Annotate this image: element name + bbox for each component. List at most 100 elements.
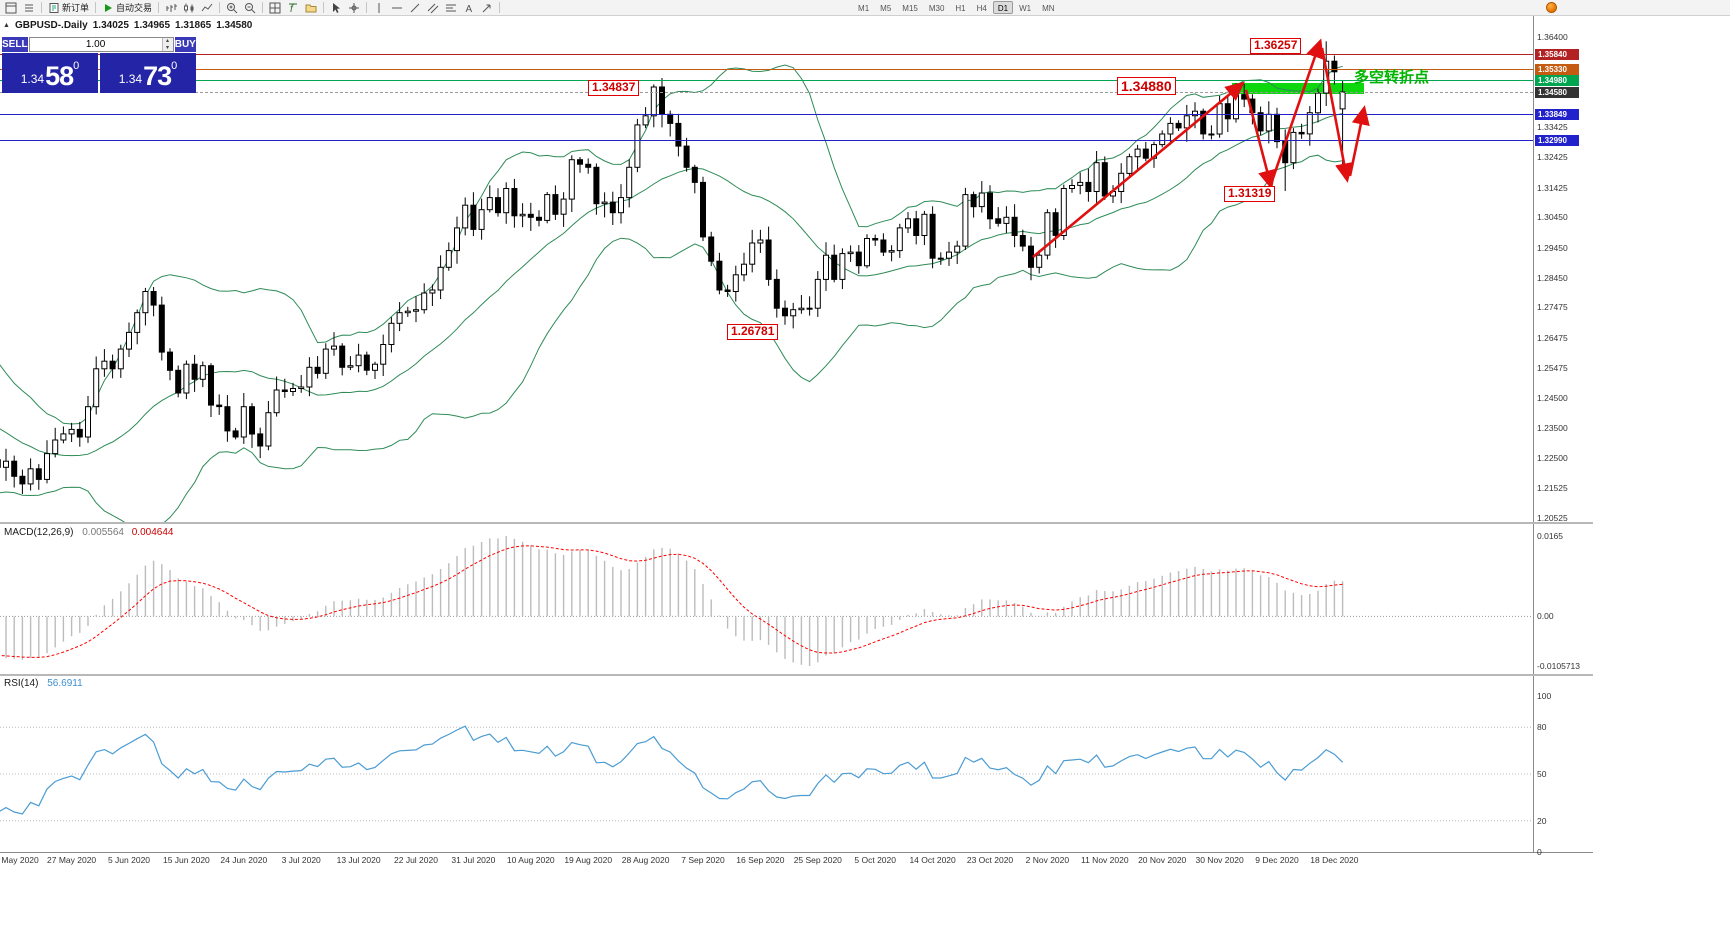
bars-chart-icon[interactable]	[162, 1, 180, 15]
rsi-axis-label: 50	[1537, 769, 1547, 779]
price-axis-label: 1.23500	[1537, 422, 1568, 433]
indicators-icon[interactable]: f	[284, 1, 302, 15]
volume-input[interactable]	[29, 38, 162, 51]
fibonacci-icon[interactable]	[442, 1, 460, 15]
macd-main-value: 0.005564	[82, 527, 124, 538]
line-chart-icon[interactable]	[198, 1, 216, 15]
price-annotation-label[interactable]: 1.31319	[1224, 186, 1276, 202]
chart-region: ▲ GBPUSD-.Daily 1.34025 1.34965 1.31865 …	[0, 16, 1730, 943]
price-axis-label: 1.29450	[1537, 242, 1568, 253]
volume-up-button[interactable]: ▴	[162, 38, 173, 45]
date-label: 20 Nov 2020	[1138, 855, 1187, 865]
new-order-button[interactable]: 新订单	[45, 1, 92, 15]
price-axis-label: 1.21525	[1537, 482, 1568, 493]
buy-price-sup: 0	[171, 60, 178, 72]
toolbar-separator	[499, 2, 501, 13]
rsi-panel[interactable]	[0, 676, 1533, 852]
tf-button-M1[interactable]: M1	[858, 4, 870, 13]
horizontal-line-icon[interactable]	[388, 1, 406, 15]
price-annotation-label[interactable]: 1.34837	[588, 80, 640, 96]
horizontal-line-annotation[interactable]	[0, 114, 1533, 116]
macd-signal-value: 0.004644	[131, 527, 174, 538]
symbol-icon: ▲	[3, 22, 10, 29]
text-tool-icon[interactable]: A	[460, 1, 478, 15]
templates-icon[interactable]	[302, 1, 320, 15]
price-axis-label: 1.32425	[1537, 152, 1568, 163]
arrows-tool-icon[interactable]	[478, 1, 496, 15]
horizontal-line-annotation[interactable]	[0, 80, 1533, 81]
date-label: 3 Jul 2020	[281, 855, 321, 865]
chart-window-icon[interactable]	[2, 1, 20, 15]
date-label: 18 May 2020	[0, 855, 39, 865]
horizontal-line-annotation[interactable]	[0, 92, 1533, 94]
channel-icon[interactable]	[424, 1, 442, 15]
date-label: 13 Jul 2020	[336, 855, 381, 865]
zoom-in-icon[interactable]	[223, 1, 241, 15]
tf-button-M5[interactable]: M5	[880, 4, 892, 13]
buy-button[interactable]: BUY	[174, 37, 196, 52]
sell-button[interactable]: SELL	[2, 37, 28, 52]
toolbar-separator	[95, 2, 97, 13]
symbol-readout: ▲ GBPUSD-.Daily 1.34025 1.34965 1.31865 …	[3, 20, 252, 31]
price-tag: 1.34980	[1535, 74, 1579, 86]
date-label: 2 Nov 2020	[1025, 855, 1070, 865]
zoom-out-icon[interactable]	[241, 1, 259, 15]
horizontal-line-annotation[interactable]	[0, 69, 1533, 71]
macd-name: MACD(12,26,9)	[4, 527, 74, 538]
crosshair-icon[interactable]	[345, 1, 363, 15]
tf-button-H4[interactable]: H4	[976, 4, 987, 13]
tf-button-D1[interactable]: D1	[992, 1, 1014, 14]
volume-field: ▴ ▾	[28, 37, 174, 52]
notification-icon[interactable]	[1546, 2, 1557, 13]
price-axis-label: 1.36400	[1537, 32, 1568, 42]
horizontal-line-annotation[interactable]	[0, 54, 1533, 55]
auto-trading-button[interactable]: 自动交易	[99, 1, 155, 15]
price-tag: 1.34580	[1535, 86, 1579, 98]
tf-button-MN[interactable]: MN	[1042, 4, 1055, 13]
horizontal-line-annotation[interactable]	[0, 140, 1533, 142]
rsi-axis-label: 20	[1537, 815, 1547, 826]
date-label: 31 Jul 2020	[451, 855, 496, 865]
date-label: 5 Jun 2020	[107, 855, 151, 865]
price-axis-label: 1.24500	[1537, 392, 1568, 403]
tile-windows-icon[interactable]	[266, 1, 284, 15]
toolbar-separator	[158, 2, 160, 13]
price-tag: 1.33849	[1535, 108, 1579, 120]
macd-panel[interactable]	[0, 524, 1533, 674]
turning-point-label[interactable]: 多空转折点	[1354, 69, 1430, 86]
sell-price-panel[interactable]: 1.34 58 0	[2, 53, 98, 93]
panel-separator[interactable]	[0, 522, 1593, 524]
date-label: 24 Jun 2020	[220, 855, 268, 865]
rsi-label: RSI(14) 56.6911	[4, 678, 83, 689]
tf-button-H1[interactable]: H1	[955, 4, 966, 13]
tf-button-W1[interactable]: W1	[1019, 4, 1032, 13]
symbol-period-label: GBPUSD-.Daily	[14, 20, 88, 31]
price-tag: 1.32990	[1535, 134, 1579, 146]
candles-chart-icon[interactable]	[180, 1, 198, 15]
price-axis-label: 1.25475	[1537, 363, 1568, 373]
one-click-trading-widget: SELL ▴ ▾ BUY 1.34 58 0 1.34	[2, 37, 196, 93]
tf-button-M30[interactable]: M30	[928, 4, 945, 13]
price-axis-label: 1.33425	[1537, 122, 1568, 133]
sell-price-sup: 0	[73, 60, 80, 72]
volume-down-button[interactable]: ▾	[162, 44, 173, 51]
price-tag: 1.35840	[1535, 48, 1579, 60]
price-annotation-label[interactable]: 1.36257	[1250, 38, 1302, 54]
price-axis-label: 1.27475	[1537, 302, 1568, 313]
buy-price-prefix: 1.34	[118, 72, 143, 86]
date-label: 9 Dec 2020	[1255, 855, 1299, 865]
chart-list-icon[interactable]	[20, 1, 38, 15]
price-annotation-label[interactable]: 1.34880	[1117, 77, 1176, 96]
price-annotation-label[interactable]: 1.26781	[727, 324, 779, 340]
panel-separator[interactable]	[0, 674, 1593, 676]
new-order-label: 新订单	[62, 3, 90, 13]
trendline-icon[interactable]	[406, 1, 424, 15]
sell-price-prefix: 1.34	[20, 72, 45, 86]
vertical-line-icon[interactable]	[370, 1, 388, 15]
date-label: 18 Dec 2020	[1310, 855, 1359, 865]
date-label: 16 Sep 2020	[736, 855, 785, 865]
tf-button-M15[interactable]: M15	[902, 4, 918, 13]
cursor-icon[interactable]	[327, 1, 345, 15]
price-axis-label: 1.20525	[1537, 513, 1568, 523]
buy-price-panel[interactable]: 1.34 73 0	[100, 53, 196, 93]
